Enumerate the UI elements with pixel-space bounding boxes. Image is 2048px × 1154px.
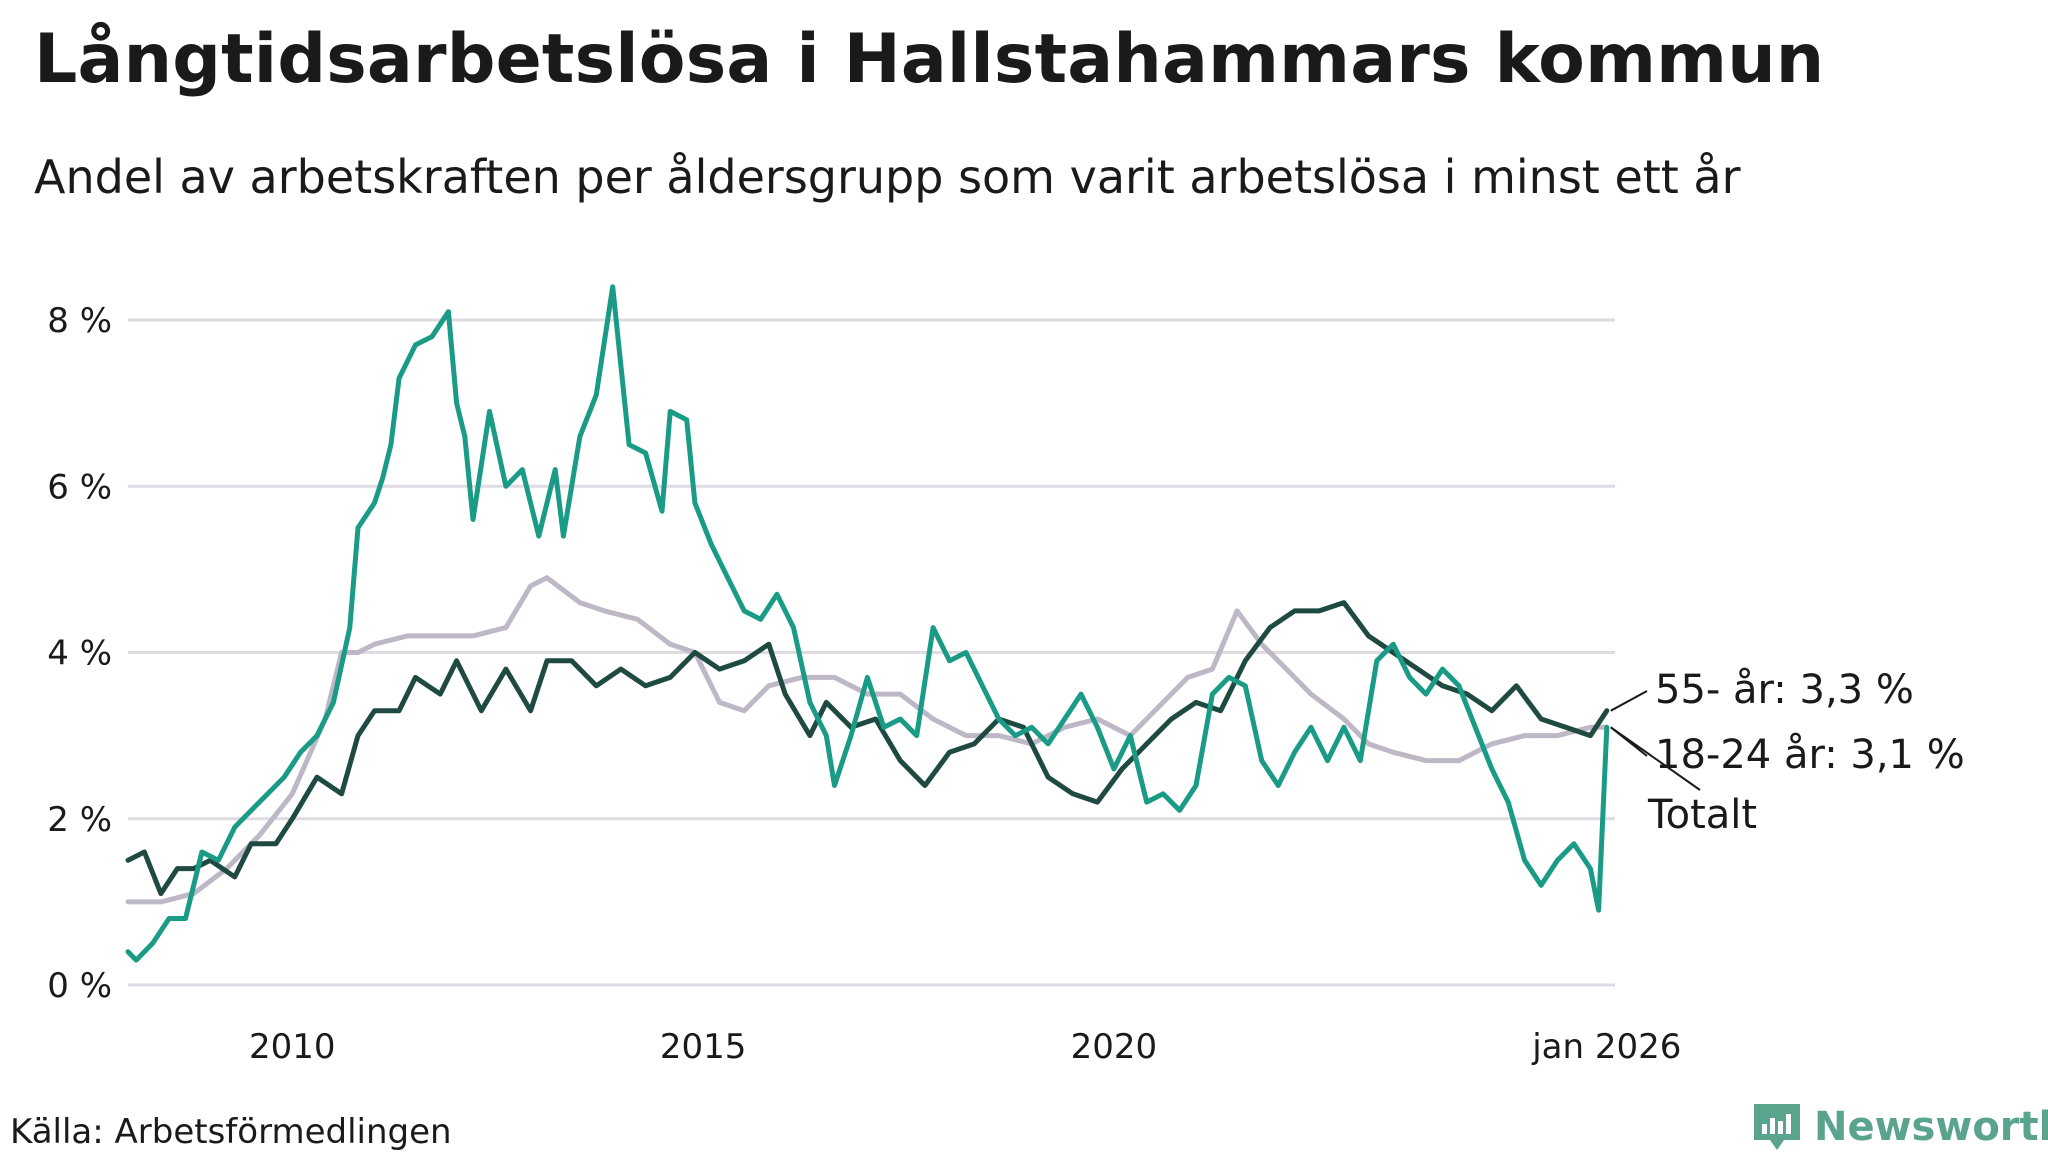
brand-name: Newsworthy — [1814, 1104, 2048, 1150]
y-tick-label: 8 % — [47, 301, 112, 341]
y-tick-label: 4 % — [47, 634, 112, 674]
chart-subtitle: Andel av arbetskraften per åldersgrupp s… — [34, 150, 1741, 204]
series-end-label: 18-24 år: 3,1 % — [1655, 732, 1965, 778]
chart-title: Långtidsarbetslösa i Hallstahammars komm… — [34, 20, 1825, 99]
series-line-18-24-år — [125, 284, 1610, 963]
newsworthy-logo-icon — [1754, 1104, 1800, 1150]
series-end-label: 55- år: 3,3 % — [1655, 667, 1914, 713]
source-note: Källa: Arbetsförmedlingen — [10, 1112, 452, 1152]
x-tick-label: jan 2026 — [1531, 1027, 1681, 1067]
y-tick-label: 2 % — [47, 800, 112, 840]
y-tick-label: 6 % — [47, 467, 112, 507]
x-tick-label: 2020 — [1071, 1027, 1158, 1067]
line-chart: 0 % 2 % 4 % 6 % 8 % 2010 2015 2020 jan 2026 55- å… — [47, 284, 1965, 1067]
y-tick-label: 0 % — [47, 966, 112, 1006]
series-line-Totalt — [125, 575, 1610, 905]
label-leader-line — [1610, 690, 1648, 712]
brand-logo: Newsworthy — [1750, 1100, 2048, 1154]
series-end-label: Totalt — [1647, 792, 1757, 838]
x-tick-label: 2010 — [249, 1027, 336, 1067]
label-leader-line — [1610, 726, 1701, 791]
x-tick-label: 2015 — [660, 1027, 747, 1067]
